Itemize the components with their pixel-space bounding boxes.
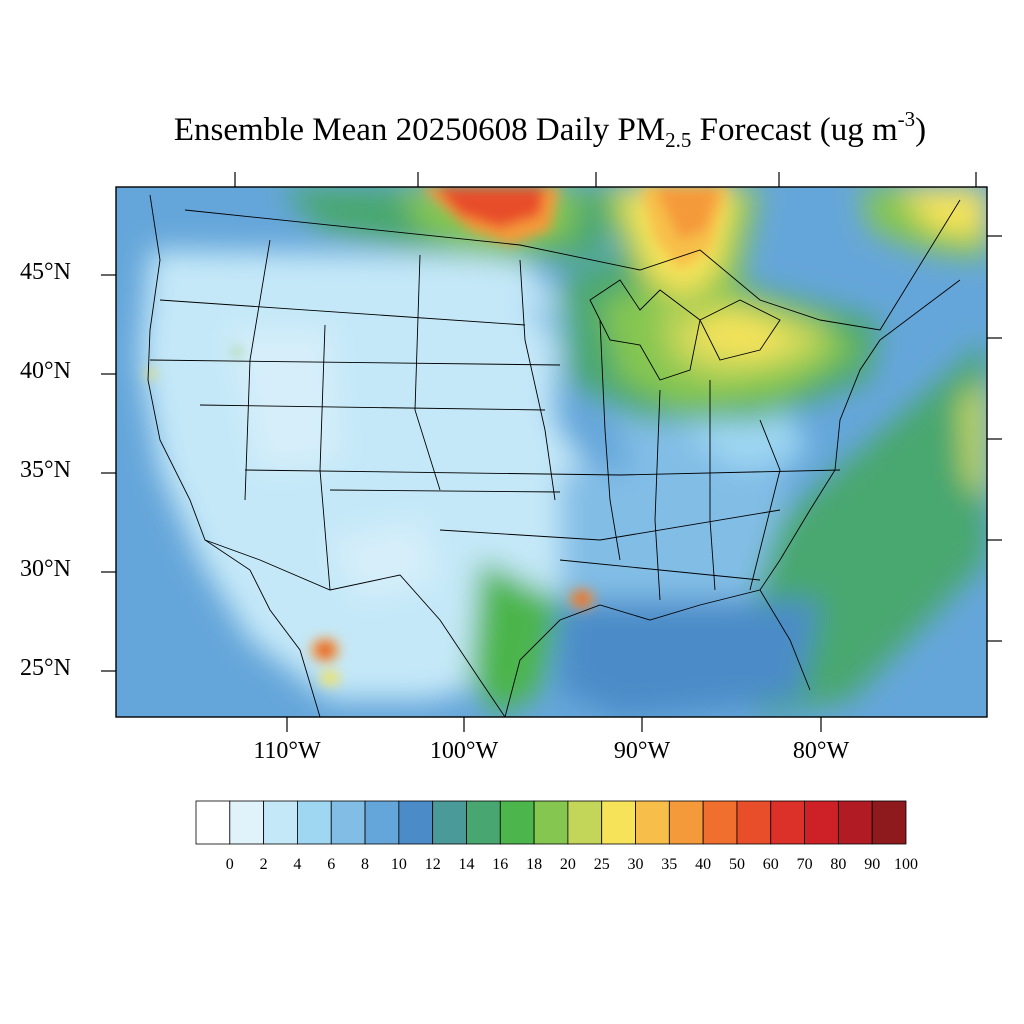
colorbar-tick-label: 16 (492, 856, 509, 873)
lat-label-35: 35°N (20, 457, 71, 483)
title-superscript: -3 (897, 107, 916, 131)
axis-ticks (101, 172, 1002, 732)
west-coastline (147, 194, 321, 717)
colorbar-swatch (432, 800, 467, 845)
colorbar-swatch (297, 800, 332, 845)
colorbar-swatch (263, 800, 298, 845)
map-title: Ensemble Mean 20250608 Daily PM2.5 Forec… (0, 109, 1024, 152)
boundaries (147, 194, 961, 717)
colorbar-swatch (871, 800, 907, 845)
colorbar-tick-label: 35 (661, 856, 678, 873)
colorbar-tick-label: 80 (830, 856, 847, 873)
state-lines-ew (149, 299, 841, 581)
map-frame (115, 186, 988, 718)
colorbar-swatch (668, 800, 704, 845)
lon-label-100w: 100°W (429, 738, 499, 764)
title-suffix: ) (915, 112, 927, 148)
colorbar-tick-label: 40 (695, 856, 712, 873)
colorbar-tick-label: 100 (894, 856, 918, 873)
lon-label-110w: 110°W (253, 738, 321, 764)
colorbar-swatch (330, 800, 366, 845)
mexico-border (204, 539, 506, 717)
colorbar-tick-label: 0 (225, 856, 234, 873)
colorbar (195, 800, 907, 845)
colorbar-tick-label: 20 (559, 856, 576, 873)
colorbar-swatch (804, 800, 839, 845)
title-prefix: Ensemble Mean 20250608 Daily PM (173, 112, 666, 148)
colorbar-tick-label: 6 (327, 856, 336, 873)
state-lines-ns (244, 239, 781, 601)
colorbar-swatch (601, 800, 636, 845)
colorbar-swatch (770, 800, 805, 845)
lon-label-90w: 90°W (613, 738, 671, 764)
colorbar-swatch (499, 800, 535, 845)
colorbar-swatch (398, 800, 434, 845)
title-subscript: 2.5 (665, 128, 692, 152)
lat-label-45: 45°N (20, 259, 71, 285)
lat-label-25: 25°N (20, 655, 71, 681)
colorbar-tick-label: 60 (762, 856, 779, 873)
colorbar-tick-label: 70 (796, 856, 813, 873)
concentration-field (116, 187, 987, 717)
colorbar-swatch (736, 800, 772, 845)
lat-label-30: 30°N (20, 556, 71, 582)
colorbar-tick-label: 14 (458, 856, 475, 873)
colorbar-swatch (635, 800, 670, 845)
colorbar-swatch (466, 800, 501, 845)
colorbar-swatch (229, 800, 265, 845)
lon-label-80w: 80°W (792, 738, 850, 764)
colorbar-swatch (567, 800, 603, 845)
colorbar-tick-label: 30 (627, 856, 644, 873)
colorbar-tick-label: 90 (864, 856, 881, 873)
colorbar-tick-label: 4 (293, 856, 302, 873)
colorbar-swatch (195, 800, 231, 845)
gulf-east-coastline (504, 279, 961, 717)
colorbar-swatch (364, 800, 400, 845)
colorbar-tick-label: 50 (729, 856, 745, 873)
title-mid: Forecast (ug m (691, 112, 898, 148)
colorbar-swatch (533, 800, 569, 845)
colorbar-tick-label: 8 (361, 856, 369, 873)
colorbar-tick-label: 18 (526, 856, 543, 873)
colorbar-tick-label: 2 (259, 856, 268, 873)
colorbar-tick-label: 25 (593, 856, 610, 873)
lat-label-40: 40°N (20, 358, 71, 384)
colorbar-swatch (702, 800, 738, 845)
colorbar-tick-label: 12 (424, 856, 441, 873)
great-lakes (589, 279, 781, 381)
canada-border (184, 199, 961, 331)
colorbar-tick-label: 10 (390, 856, 407, 873)
colorbar-swatch (837, 800, 873, 845)
